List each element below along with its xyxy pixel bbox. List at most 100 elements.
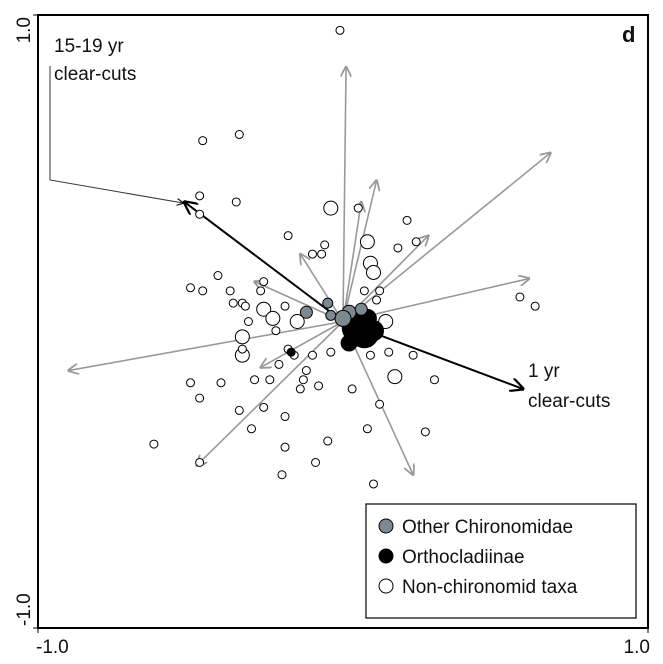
- point: [366, 264, 381, 280]
- point: [301, 366, 311, 376]
- point: [280, 301, 290, 311]
- loading-arrow: [342, 181, 377, 322]
- point: [250, 375, 260, 385]
- point: [411, 237, 421, 247]
- point: [359, 234, 375, 250]
- y-tick-label: -1.0: [14, 593, 35, 626]
- annotation: 15-19 yr: [54, 36, 124, 57]
- point: [308, 249, 317, 259]
- point: [186, 378, 195, 388]
- legend-swatch: [378, 578, 394, 594]
- point: [186, 283, 195, 293]
- point: [387, 369, 403, 385]
- legend-label: Orthocladiinae: [402, 547, 525, 568]
- point: [256, 301, 272, 317]
- point: [408, 350, 418, 360]
- loading-arrow: [343, 67, 346, 322]
- point: [317, 249, 327, 259]
- legend-swatch: [378, 518, 394, 534]
- point: [311, 457, 321, 467]
- loading-arrow: [197, 320, 344, 466]
- plot-frame: [37, 14, 649, 629]
- point: [299, 305, 313, 319]
- point: [420, 427, 430, 437]
- point: [247, 424, 256, 434]
- point: [369, 479, 378, 489]
- loading-arrow: [342, 202, 361, 322]
- point: [283, 231, 293, 241]
- point: [240, 301, 250, 311]
- point: [216, 378, 226, 388]
- point: [198, 286, 208, 296]
- point: [384, 347, 394, 357]
- point: [362, 424, 372, 434]
- point: [323, 200, 339, 216]
- point: [213, 271, 223, 281]
- legend-label: Non-chironomid taxa: [402, 577, 578, 598]
- point: [308, 350, 317, 360]
- point: [265, 310, 281, 326]
- annotation: clear-cuts: [54, 64, 136, 85]
- x-tick-label: 1.0: [624, 637, 650, 658]
- loading-arrow: [300, 254, 344, 322]
- point: [359, 286, 369, 296]
- point: [334, 309, 352, 327]
- point: [326, 347, 336, 357]
- legend-box: [365, 503, 637, 619]
- point: [340, 334, 358, 352]
- point: [243, 317, 253, 326]
- point: [286, 347, 296, 357]
- panel-label: d: [622, 22, 635, 47]
- point: [271, 326, 281, 336]
- point: [289, 314, 305, 329]
- point: [325, 309, 337, 321]
- marks: [69, 25, 551, 489]
- point: [149, 439, 159, 449]
- point: [295, 384, 305, 394]
- point: [393, 243, 403, 253]
- point: [195, 209, 205, 219]
- annotation: clear-cuts: [528, 391, 610, 412]
- point: [234, 405, 244, 415]
- y-tick-label: 1.0: [14, 17, 35, 43]
- point: [375, 399, 385, 409]
- point: [280, 412, 290, 422]
- annotation-connector: [49, 66, 183, 203]
- point: [198, 136, 208, 146]
- legend: Other Chironomidae Orthocladiinae Non-chir…: [365, 503, 637, 619]
- point: [298, 375, 308, 385]
- point: [320, 240, 330, 250]
- point: [354, 302, 368, 316]
- point: [280, 442, 290, 452]
- annotation: 1 yr: [528, 361, 560, 382]
- point: [195, 393, 205, 403]
- point: [274, 359, 284, 369]
- point: [237, 344, 247, 354]
- legend-label: Other Chironomidae: [402, 517, 573, 538]
- point: [375, 286, 385, 296]
- point: [231, 197, 241, 207]
- point: [228, 298, 238, 308]
- point: [256, 286, 266, 296]
- point: [277, 470, 287, 480]
- point: [234, 130, 244, 140]
- point: [372, 295, 382, 305]
- point: [195, 457, 205, 467]
- point: [430, 375, 439, 385]
- point: [259, 402, 269, 412]
- point: [402, 215, 412, 225]
- point: [234, 329, 250, 345]
- point: [347, 384, 357, 394]
- loading-arrow: [261, 320, 344, 368]
- point: [335, 25, 345, 35]
- point: [353, 203, 363, 213]
- point: [530, 301, 540, 311]
- loading-arrow: [184, 202, 344, 323]
- point: [225, 286, 235, 296]
- point: [365, 350, 375, 360]
- point: [322, 297, 334, 309]
- x-tick-label: -1.0: [36, 637, 69, 658]
- point: [195, 191, 205, 201]
- point: [323, 436, 333, 446]
- legend-swatch: [378, 548, 394, 564]
